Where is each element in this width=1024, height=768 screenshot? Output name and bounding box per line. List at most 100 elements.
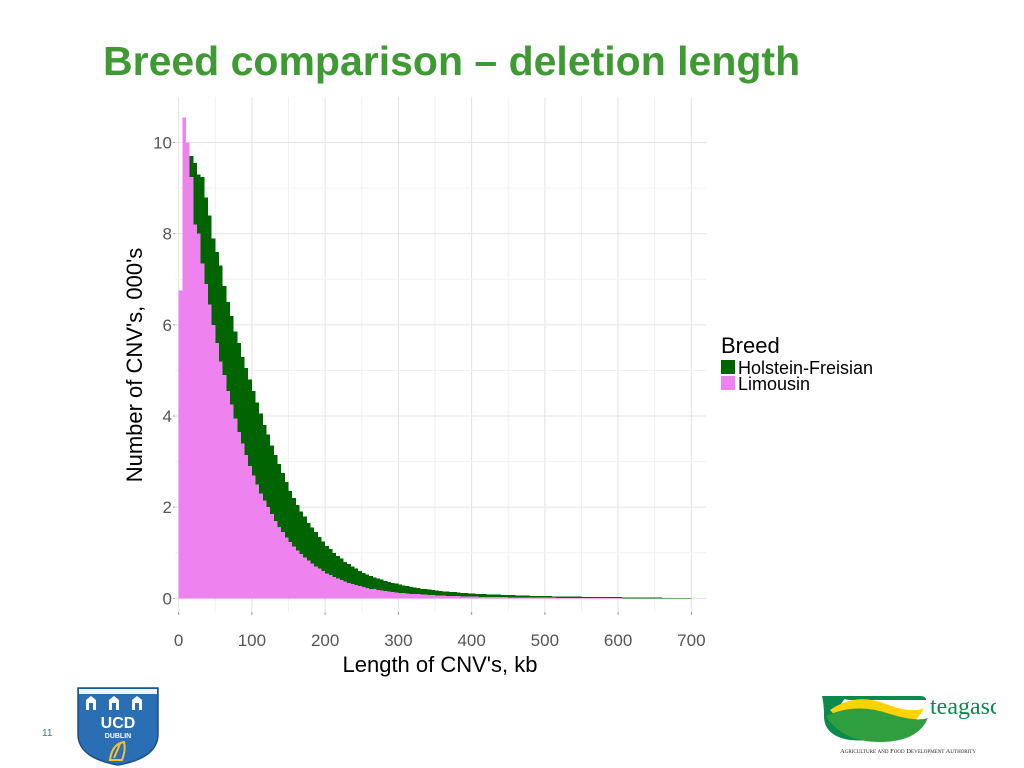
histogram-bar <box>383 581 388 599</box>
teagasc-tagline: Agriculture and Food Development Authori… <box>840 748 976 755</box>
histogram-bar <box>182 117 186 599</box>
histogram-bar <box>438 591 443 599</box>
harp-icon <box>108 740 126 761</box>
histogram-bar <box>658 597 663 599</box>
histogram-bar <box>530 597 534 599</box>
histogram-bar <box>581 596 586 599</box>
x-tick-label: 100 <box>238 631 266 650</box>
histogram-bar <box>343 561 348 599</box>
teagasc-logo-text: teagasc <box>930 694 996 720</box>
histogram-bar <box>486 596 490 599</box>
histogram-bar <box>632 597 637 599</box>
histogram-bar <box>251 475 256 599</box>
histogram-bar <box>555 596 560 599</box>
histogram-bar <box>427 594 432 599</box>
histogram-bar <box>380 579 384 599</box>
histogram-bar <box>629 597 633 599</box>
histogram-bar <box>347 564 351 599</box>
histogram-bar <box>244 454 249 599</box>
histogram-bar <box>394 592 399 599</box>
histogram-bar <box>270 514 274 599</box>
histogram-bar <box>391 591 395 599</box>
histogram-bar <box>347 582 351 599</box>
histogram-bar <box>504 594 509 599</box>
histogram-bar <box>328 575 333 599</box>
y-tick-label: 10 <box>153 134 172 153</box>
histogram-bar <box>394 583 399 599</box>
histogram-bar <box>207 304 212 599</box>
histogram-bar <box>424 594 428 599</box>
histogram-bar <box>196 233 201 599</box>
histogram-bar <box>295 550 300 599</box>
histogram-bar <box>321 570 326 599</box>
histogram-bar <box>566 597 571 599</box>
histogram-bar <box>398 592 403 599</box>
histogram-bar <box>336 578 340 599</box>
x-tick-label: 400 <box>457 631 485 650</box>
histogram-bar <box>651 597 655 599</box>
histogram-bar <box>420 588 425 599</box>
histogram-bar <box>537 597 542 599</box>
histogram-bar <box>189 176 194 599</box>
legend-title: Breed <box>721 333 780 358</box>
histogram-bar <box>321 541 326 599</box>
histogram-bar <box>526 595 531 599</box>
histogram-bar <box>614 597 619 599</box>
histogram-bar <box>277 526 282 599</box>
histogram-bar <box>255 484 260 599</box>
histogram-bar <box>193 224 197 599</box>
histogram-bar <box>530 595 534 599</box>
histogram-bar <box>343 581 348 599</box>
legend-label-limousin: Limousin <box>738 374 810 394</box>
histogram-bar <box>376 578 381 599</box>
histogram-bar <box>519 595 523 599</box>
histogram-bar <box>522 595 527 599</box>
ucd-logo-text: UCD <box>101 715 136 732</box>
histogram-bar <box>358 570 362 599</box>
ucd-dublin-logo: UCD DUBLIN <box>77 687 159 766</box>
histogram-bar <box>416 587 421 599</box>
histogram-bar <box>511 597 516 599</box>
histogram-bar <box>328 549 333 599</box>
y-tick-label: 2 <box>163 498 172 517</box>
histogram-bar <box>387 581 392 599</box>
histogram-bar <box>464 596 468 599</box>
x-tick-label: 0 <box>174 631 183 650</box>
histogram-bar <box>248 466 252 599</box>
legend-swatch-limousin <box>721 376 735 390</box>
histogram-bar <box>178 290 183 599</box>
histogram-bar <box>391 582 395 599</box>
histogram-bar <box>292 546 296 599</box>
histogram-bar <box>548 596 553 599</box>
histogram-bar <box>409 593 414 599</box>
histogram-bar <box>266 507 271 599</box>
histogram-bar <box>559 597 564 599</box>
histogram-bar <box>552 596 556 599</box>
histogram-bar <box>610 597 615 599</box>
histogram-bar <box>453 596 457 599</box>
histogram-bar <box>204 283 208 599</box>
legend-label-holstein: Holstein-Freisian <box>738 358 873 378</box>
histogram-bar <box>570 596 575 599</box>
histogram-bar <box>325 573 329 599</box>
histogram-bar <box>431 590 436 599</box>
histogram-bar <box>361 586 366 599</box>
histogram-bar <box>350 584 355 599</box>
histogram-bar <box>445 595 450 599</box>
histogram-bar <box>413 593 417 599</box>
histogram-bar <box>372 589 377 599</box>
histogram-bar <box>387 591 392 599</box>
histogram-bar <box>541 597 545 599</box>
histogram-bar <box>456 592 461 599</box>
histogram-bar <box>665 597 670 599</box>
histogram-bar <box>435 595 439 599</box>
grid-lines <box>175 97 706 612</box>
histogram-bar <box>306 560 311 599</box>
histogram-bar <box>544 597 549 599</box>
histogram-bar <box>640 597 644 599</box>
histogram-bar <box>475 593 479 599</box>
histogram-bar <box>643 597 648 599</box>
histogram-bar <box>218 361 223 599</box>
histogram-bar <box>215 343 219 599</box>
